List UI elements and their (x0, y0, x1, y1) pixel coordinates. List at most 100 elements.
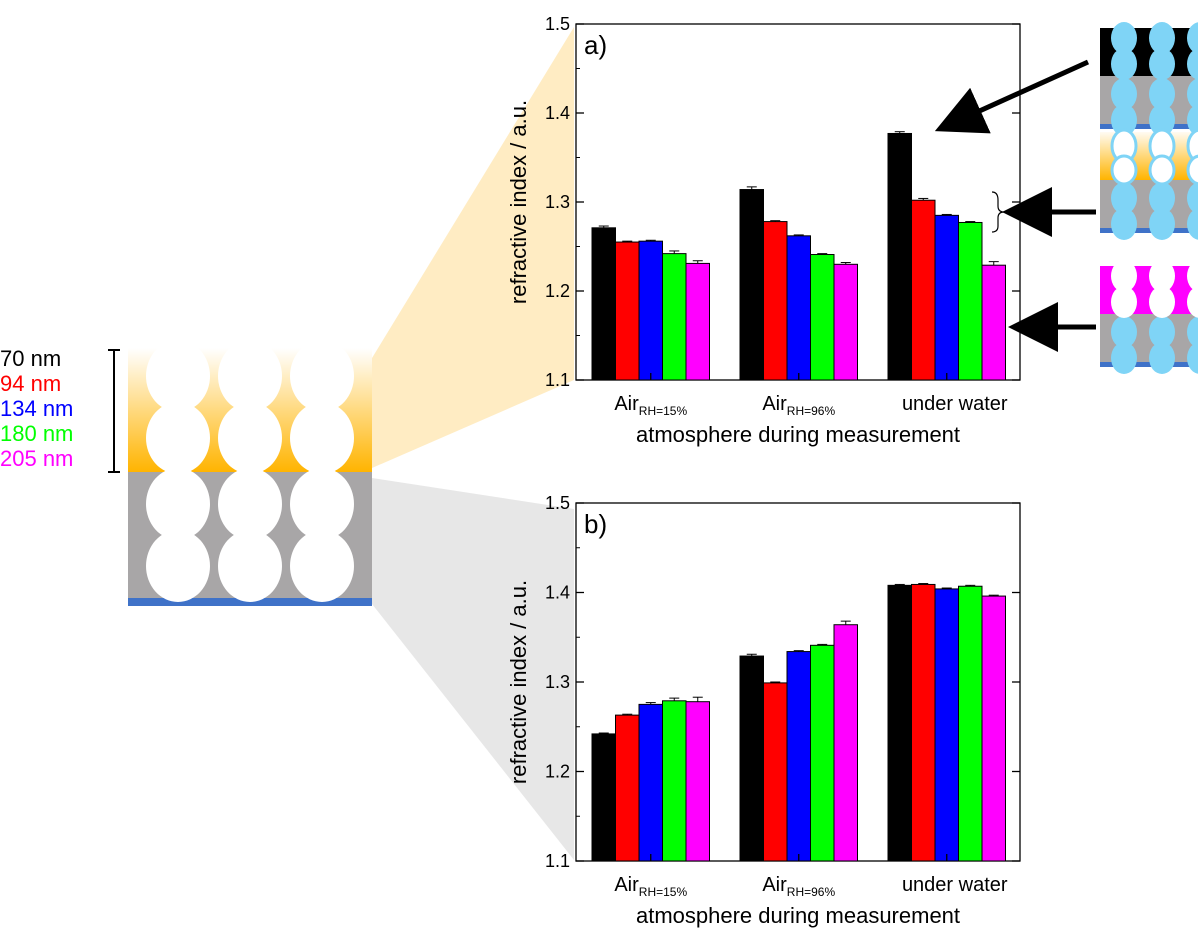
arrow-to-70nm (934, 59, 1090, 134)
pore (1149, 22, 1175, 54)
bar (786, 235, 811, 381)
y-axis-label: refractive index / a.u. (506, 580, 531, 784)
bar (662, 700, 687, 862)
pore (146, 468, 210, 540)
pore (1187, 208, 1198, 240)
bar (887, 584, 912, 862)
pore (1187, 78, 1198, 110)
bar (934, 588, 959, 862)
schematic-water-top (1100, 260, 1198, 374)
panel-label: a) (584, 30, 607, 60)
bar (911, 199, 936, 381)
pore (1149, 260, 1175, 292)
thickness-legend: 70 nm 94 nm 134 nm 180 nm 205 nm (0, 346, 110, 471)
pore (1111, 48, 1137, 80)
x-axis-label: atmosphere during measurement (636, 422, 960, 447)
bar (810, 644, 835, 862)
pore (1148, 154, 1176, 186)
pore (218, 340, 282, 412)
bar (981, 264, 1006, 381)
y-tick-label: 1.2 (545, 762, 570, 782)
bar (981, 595, 1006, 862)
pore (218, 530, 282, 602)
pore (1186, 128, 1198, 164)
x-tick-label: AirRH=15% (614, 874, 687, 899)
pore (1187, 182, 1198, 214)
bar (833, 263, 858, 381)
pore (1149, 104, 1175, 136)
schematic-substrate (1100, 228, 1198, 233)
bar (591, 227, 616, 381)
bar (887, 132, 912, 381)
x-tick-label: AirRH=96% (762, 393, 835, 418)
bar (615, 714, 640, 862)
pore (1149, 48, 1175, 80)
legend-item-134nm: 134 nm (0, 396, 74, 421)
pore (290, 468, 354, 540)
schematic-partial-water-top (1100, 128, 1198, 240)
bar (958, 221, 983, 381)
pore (1149, 208, 1175, 240)
pore (1149, 286, 1175, 318)
y-axis-label: refractive index / a.u. (506, 100, 531, 304)
bar (615, 241, 640, 381)
bar (833, 624, 858, 862)
legend-item-70nm: 70 nm (0, 346, 62, 371)
bar (934, 214, 959, 381)
bar (763, 682, 788, 862)
bar (685, 262, 710, 381)
pore (1111, 182, 1137, 214)
bar (739, 655, 764, 862)
y-tick-label: 1.3 (545, 672, 570, 692)
pore (1186, 154, 1198, 186)
y-tick-label: 1.1 (545, 370, 570, 390)
bar (739, 189, 764, 381)
pore (290, 530, 354, 602)
y-tick-label: 1.5 (545, 493, 570, 513)
legend-item-94nm: 94 nm (0, 371, 62, 396)
pore (1187, 104, 1198, 136)
pore (1111, 260, 1137, 292)
pore (1110, 154, 1138, 186)
zoom-wedge-bottom (372, 478, 574, 860)
pore (1149, 182, 1175, 214)
schematic-water-air-top (1100, 22, 1198, 136)
chart-panel-b: 1.1 1.2 1.3 1.4 1.5 b) refractive index / a.u.… (506, 493, 1021, 928)
pore (146, 530, 210, 602)
pore (1111, 342, 1137, 374)
side-schematics (1100, 22, 1198, 374)
x-tick-label: under water (902, 393, 1008, 415)
y-tick-label: 1.3 (545, 192, 570, 212)
x-tick-label: AirRH=96% (762, 874, 835, 899)
pore (1187, 48, 1198, 80)
schematic-substrate (1100, 362, 1198, 367)
pore (146, 402, 210, 474)
pore (1187, 342, 1198, 374)
pore (146, 340, 210, 412)
y-tick-label: 1.4 (545, 583, 570, 603)
pore (1149, 316, 1175, 348)
pore (1111, 316, 1137, 348)
pore (1187, 260, 1198, 292)
pore (1149, 342, 1175, 374)
bar (786, 651, 811, 862)
bar (958, 585, 983, 862)
pores (146, 340, 354, 602)
y-tick-label: 1.5 (545, 14, 570, 34)
x-tick-label: under water (902, 874, 1008, 896)
pore (1187, 286, 1198, 318)
pore (1149, 78, 1175, 110)
pore (1187, 22, 1198, 54)
bar (662, 253, 687, 381)
bar (810, 254, 835, 381)
x-axis-label: atmosphere during measurement (636, 903, 960, 928)
bar (591, 733, 616, 862)
y-tick-label: 1.4 (545, 103, 570, 123)
schematic-substrate (1100, 124, 1198, 129)
zoom-wedge-top (372, 27, 574, 468)
bar (763, 221, 788, 381)
pore (290, 340, 354, 412)
x-tick-label: AirRH=15% (614, 393, 687, 418)
chart-panel-a: 1.1 1.2 1.3 1.4 1.5 a) refractive index / a.u.… (506, 14, 1021, 447)
